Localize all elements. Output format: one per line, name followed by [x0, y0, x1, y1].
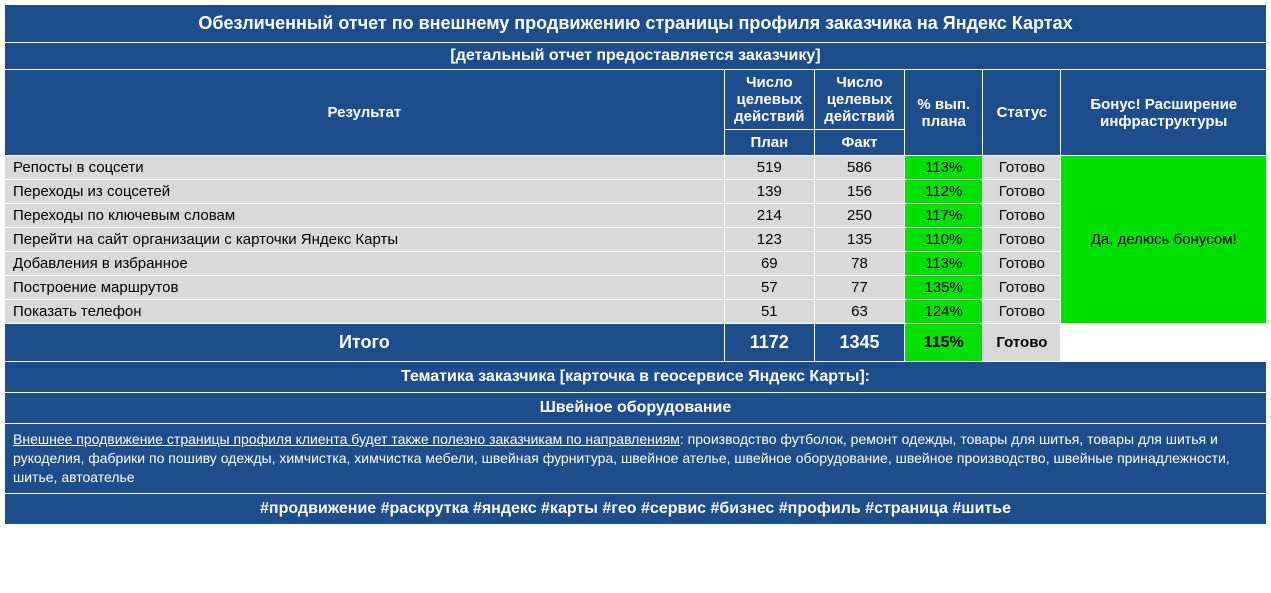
status-value: Готово — [983, 228, 1061, 252]
metric-label: Построение маршрутов — [5, 276, 725, 300]
metric-label: Переходы из соцсетей — [5, 180, 725, 204]
tags-text: #продвижение #раскрутка #яндекс #карты #… — [5, 493, 1267, 524]
fact-value: 586 — [814, 156, 904, 180]
fact-value: 156 — [814, 180, 904, 204]
col-actions-fact-header: Число целевых действий — [814, 70, 904, 130]
total-row: Итого 1172 1345 115% Готово — [5, 324, 1267, 362]
pct-value: 110% — [905, 228, 983, 252]
col-bonus-header: Бонус! Расширение инфраструктуры — [1061, 70, 1267, 156]
plan-value: 69 — [724, 252, 814, 276]
title-row: Обезличенный отчет по внешнему продвижен… — [5, 5, 1267, 43]
plan-value: 214 — [724, 204, 814, 228]
total-fact: 1345 — [814, 324, 904, 362]
metric-label: Перейти на сайт организации с карточки Я… — [5, 228, 725, 252]
fact-value: 78 — [814, 252, 904, 276]
status-value: Готово — [983, 252, 1061, 276]
status-value: Готово — [983, 156, 1061, 180]
theme-header: Тематика заказчика [карточка в геосервис… — [5, 362, 1267, 393]
theme-header-row: Тематика заказчика [карточка в геосервис… — [5, 362, 1267, 393]
status-value: Готово — [983, 204, 1061, 228]
theme-value-row: Швейное оборудование — [5, 393, 1267, 424]
bonus-cell: Да, делюсь бонусом! — [1061, 156, 1267, 324]
col-status-header: Статус — [983, 70, 1061, 156]
pct-value: 124% — [905, 300, 983, 324]
total-label: Итого — [5, 324, 725, 362]
description-text: Внешнее продвижение страницы профиля кли… — [5, 424, 1267, 494]
total-status: Готово — [983, 324, 1061, 362]
fact-value: 135 — [814, 228, 904, 252]
description-lead: Внешнее продвижение страницы профиля кли… — [13, 431, 680, 447]
col-fact-subheader: Факт — [814, 130, 904, 156]
metric-label: Показать телефон — [5, 300, 725, 324]
status-value: Готово — [983, 276, 1061, 300]
description-row: Внешнее продвижение страницы профиля кли… — [5, 424, 1267, 494]
col-result-header: Результат — [5, 70, 725, 156]
metric-label: Репосты в соцсети — [5, 156, 725, 180]
tags-row: #продвижение #раскрутка #яндекс #карты #… — [5, 493, 1267, 524]
report-table: Обезличенный отчет по внешнему продвижен… — [4, 4, 1267, 525]
subtitle-row: [детальный отчет предоставляется заказчи… — [5, 43, 1267, 70]
col-actions-plan-header: Число целевых действий — [724, 70, 814, 130]
pct-value: 135% — [905, 276, 983, 300]
report-subtitle: [детальный отчет предоставляется заказчи… — [5, 43, 1267, 70]
pct-value: 113% — [905, 252, 983, 276]
report-title: Обезличенный отчет по внешнему продвижен… — [5, 5, 1267, 43]
fact-value: 63 — [814, 300, 904, 324]
col-pct-header: % вып. плана — [905, 70, 983, 156]
plan-value: 51 — [724, 300, 814, 324]
total-plan: 1172 — [724, 324, 814, 362]
metric-label: Переходы по ключевым словам — [5, 204, 725, 228]
column-header-row-1: Результат Число целевых действий Число ц… — [5, 70, 1267, 130]
status-value: Готово — [983, 300, 1061, 324]
plan-value: 57 — [724, 276, 814, 300]
fact-value: 77 — [814, 276, 904, 300]
total-pct: 115% — [905, 324, 983, 362]
plan-value: 519 — [724, 156, 814, 180]
pct-value: 117% — [905, 204, 983, 228]
pct-value: 113% — [905, 156, 983, 180]
pct-value: 112% — [905, 180, 983, 204]
status-value: Готово — [983, 180, 1061, 204]
plan-value: 123 — [724, 228, 814, 252]
metric-label: Добавления в избранное — [5, 252, 725, 276]
table-row: Репосты в соцсети519586113%ГотовоДа, дел… — [5, 156, 1267, 180]
fact-value: 250 — [814, 204, 904, 228]
theme-value: Швейное оборудование — [5, 393, 1267, 424]
col-plan-subheader: План — [724, 130, 814, 156]
plan-value: 139 — [724, 180, 814, 204]
